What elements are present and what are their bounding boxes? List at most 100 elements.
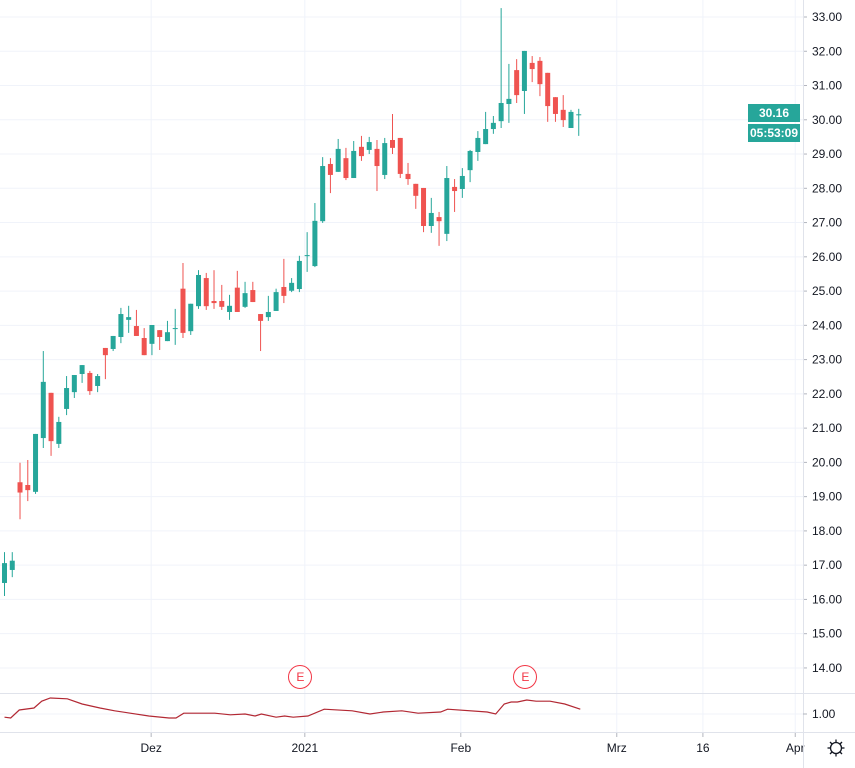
candle bbox=[126, 305, 132, 333]
time-tick-label: Apr bbox=[786, 741, 805, 755]
candle-body bbox=[17, 482, 23, 493]
candle bbox=[64, 376, 70, 416]
candle-body bbox=[436, 217, 442, 222]
candle bbox=[444, 166, 450, 242]
candle-body bbox=[87, 372, 93, 392]
candle bbox=[273, 288, 279, 311]
candle-body bbox=[227, 305, 233, 312]
candle bbox=[102, 347, 108, 380]
candle-body bbox=[172, 328, 178, 330]
candle-body bbox=[459, 175, 465, 189]
candle bbox=[374, 139, 380, 192]
candle-body bbox=[304, 255, 310, 257]
candle bbox=[258, 314, 264, 352]
time-tick-label: Dez bbox=[140, 741, 161, 755]
candle bbox=[17, 462, 23, 520]
candle bbox=[281, 258, 287, 304]
candle bbox=[234, 270, 240, 312]
candle bbox=[506, 63, 512, 123]
candle bbox=[71, 375, 77, 398]
candle bbox=[327, 158, 333, 194]
earnings-badge[interactable]: E bbox=[513, 665, 538, 689]
price-tick-label: 27.00 bbox=[812, 216, 842, 230]
price-tick-label: 25.00 bbox=[812, 284, 842, 298]
candle bbox=[382, 137, 388, 180]
price-tick-label: 32.00 bbox=[812, 44, 842, 58]
candle-body bbox=[514, 70, 520, 96]
candle bbox=[149, 324, 155, 356]
candle-body bbox=[444, 178, 450, 234]
candle-body bbox=[312, 220, 318, 267]
candle bbox=[242, 281, 248, 308]
countdown-label: 05:53:09 bbox=[748, 124, 800, 142]
candle bbox=[289, 278, 295, 293]
candle-body bbox=[64, 388, 70, 409]
candle-body bbox=[296, 260, 302, 290]
candle-body bbox=[498, 102, 504, 122]
candle-body bbox=[521, 50, 527, 92]
candle bbox=[537, 57, 543, 97]
candle bbox=[25, 459, 31, 502]
candle bbox=[118, 307, 124, 344]
candle bbox=[436, 211, 442, 246]
candle-body bbox=[483, 129, 489, 145]
candle bbox=[56, 416, 62, 448]
candle bbox=[320, 157, 326, 223]
candle-body bbox=[265, 311, 271, 318]
candle bbox=[467, 149, 473, 183]
candle bbox=[397, 137, 403, 179]
candle bbox=[40, 351, 46, 448]
time-tick-label: 2021 bbox=[291, 741, 318, 755]
candle bbox=[358, 135, 364, 161]
candle bbox=[475, 131, 481, 161]
price-tick-label: 24.00 bbox=[812, 318, 842, 332]
candle bbox=[390, 113, 395, 155]
candle bbox=[529, 56, 535, 83]
candle-body bbox=[327, 163, 333, 175]
candle bbox=[498, 8, 504, 129]
candle-body bbox=[157, 330, 163, 337]
candle-body bbox=[250, 290, 256, 303]
ratio-tick-label: 1.00 bbox=[812, 707, 836, 721]
time-tick-label: Mrz bbox=[607, 741, 627, 755]
price-tick-label: 17.00 bbox=[812, 558, 842, 572]
candle bbox=[95, 373, 101, 393]
candle bbox=[87, 370, 93, 395]
candle-body bbox=[366, 142, 372, 150]
candle bbox=[568, 109, 574, 129]
candle bbox=[203, 272, 209, 310]
candle-body bbox=[358, 146, 364, 157]
earnings-badge[interactable]: E bbox=[288, 665, 313, 689]
candle-body bbox=[234, 287, 240, 312]
candle bbox=[413, 183, 419, 209]
candle-body bbox=[382, 143, 388, 175]
candle-body bbox=[71, 375, 77, 393]
candle-body bbox=[196, 274, 201, 307]
last-price-label: 30.16 bbox=[748, 104, 800, 122]
candle-body bbox=[529, 62, 535, 70]
candle-body bbox=[126, 317, 132, 320]
candle-body bbox=[537, 60, 543, 85]
price-tick-label: 30.00 bbox=[812, 113, 842, 127]
candle-body bbox=[343, 158, 349, 179]
gear-icon[interactable] bbox=[826, 738, 846, 758]
candle bbox=[164, 320, 170, 342]
candle-body bbox=[180, 288, 186, 333]
price-tick-label: 31.00 bbox=[812, 79, 842, 93]
candle bbox=[227, 294, 233, 320]
candle-body bbox=[467, 150, 473, 171]
candle bbox=[343, 147, 349, 181]
candle bbox=[265, 295, 271, 321]
candle bbox=[405, 162, 411, 185]
candle bbox=[157, 330, 163, 351]
candle-body bbox=[273, 292, 279, 311]
candle-body bbox=[405, 173, 411, 180]
candle bbox=[133, 309, 139, 336]
candle-body bbox=[149, 324, 155, 344]
price-tick-label: 20.00 bbox=[812, 455, 842, 469]
candle bbox=[48, 392, 54, 456]
candle-body bbox=[374, 148, 380, 167]
price-tick-label: 18.00 bbox=[812, 524, 842, 538]
candle bbox=[483, 111, 489, 145]
